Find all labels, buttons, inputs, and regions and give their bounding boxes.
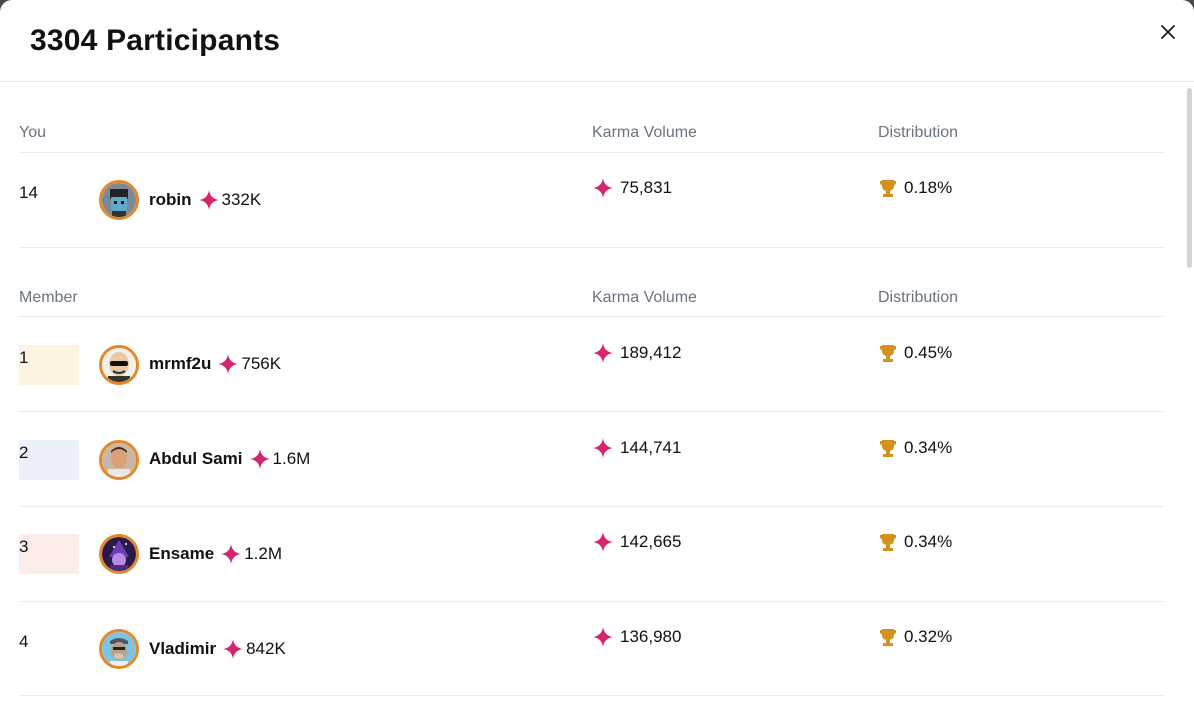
rank: 1 bbox=[19, 345, 79, 385]
karma-volume: 75,831 bbox=[592, 177, 672, 199]
divider bbox=[19, 411, 1164, 412]
robot-avatar-icon bbox=[102, 183, 136, 217]
distribution: 0.34% bbox=[878, 437, 952, 459]
distribution-value: 0.18% bbox=[904, 178, 953, 197]
karma-volume: 136,980 bbox=[592, 626, 681, 648]
col-header-distribution: Distribution bbox=[878, 124, 959, 141]
karma-volume: 189,412 bbox=[592, 342, 681, 364]
karma-icon bbox=[218, 354, 239, 374]
trophy-icon bbox=[880, 345, 896, 362]
karma-icon bbox=[593, 532, 613, 552]
karma-icon bbox=[249, 449, 270, 469]
username-label: mrmf2u bbox=[149, 354, 212, 373]
rank: 3 bbox=[19, 534, 79, 574]
distribution-value: 0.45% bbox=[904, 343, 953, 362]
karma-icon bbox=[593, 178, 613, 198]
username-label: Abdul Sami bbox=[149, 449, 243, 468]
close-icon bbox=[1161, 25, 1175, 39]
karma-badge: 1.6M bbox=[249, 448, 311, 470]
username-label: robin bbox=[149, 190, 192, 209]
karma-icon bbox=[593, 343, 613, 363]
karma-volume: 142,665 bbox=[592, 531, 681, 553]
col-header-karma-volume: Karma Volume bbox=[592, 124, 697, 141]
distribution: 0.45% bbox=[878, 342, 952, 364]
divider bbox=[19, 695, 1164, 696]
distribution: 0.34% bbox=[878, 531, 952, 553]
karma-volume-value: 144,741 bbox=[620, 438, 682, 457]
karma-value: 1.6M bbox=[272, 449, 311, 468]
username: mrmf2u 756K bbox=[149, 353, 281, 375]
distribution-value: 0.34% bbox=[904, 532, 953, 551]
distribution: 0.18% bbox=[878, 177, 952, 199]
scrollbar[interactable] bbox=[1187, 88, 1192, 268]
page-title: 3304 Participants bbox=[30, 24, 281, 57]
avatar bbox=[99, 180, 139, 220]
col-header-karma-volume: Karma Volume bbox=[592, 289, 697, 306]
trophy-icon bbox=[880, 534, 896, 551]
karma-badge: 1.2M bbox=[220, 543, 282, 565]
col-header-you: You bbox=[19, 124, 46, 141]
wizard-avatar-icon bbox=[102, 537, 136, 571]
divider bbox=[19, 316, 1164, 317]
karma-volume-value: 75,831 bbox=[620, 178, 672, 197]
bald-man-avatar-icon bbox=[102, 348, 136, 382]
photo-avatar-icon bbox=[102, 443, 136, 477]
karma-value: 756K bbox=[241, 354, 282, 373]
trophy-icon bbox=[880, 629, 896, 646]
divider bbox=[19, 601, 1164, 602]
karma-icon bbox=[593, 627, 613, 647]
username: robin 332K bbox=[149, 189, 261, 211]
karma-icon bbox=[593, 438, 613, 458]
distribution-value: 0.32% bbox=[904, 627, 953, 646]
karma-icon bbox=[198, 190, 219, 210]
karma-value: 1.2M bbox=[244, 544, 282, 563]
username-label: Vladimir bbox=[149, 639, 217, 658]
trophy-icon bbox=[880, 440, 896, 457]
distribution: 0.32% bbox=[878, 626, 952, 648]
karma-volume-value: 189,412 bbox=[620, 343, 682, 362]
karma-icon bbox=[223, 639, 243, 659]
rank: 2 bbox=[19, 440, 79, 480]
karma-badge: 842K bbox=[222, 638, 286, 660]
karma-value: 842K bbox=[246, 639, 286, 658]
divider bbox=[19, 247, 1164, 248]
karma-value: 332K bbox=[221, 190, 262, 209]
rank: 4 bbox=[19, 632, 29, 651]
modal-header: 3304 Participants bbox=[0, 0, 1194, 82]
username: Ensame 1.2M bbox=[149, 543, 282, 565]
username-label: Ensame bbox=[149, 544, 215, 563]
avatar bbox=[99, 534, 139, 574]
distribution-value: 0.34% bbox=[904, 438, 953, 457]
karma-icon bbox=[221, 544, 242, 564]
karma-volume-value: 142,665 bbox=[620, 532, 682, 551]
avatar bbox=[99, 345, 139, 385]
avatar bbox=[99, 440, 139, 480]
karma-volume-value: 136,980 bbox=[620, 627, 682, 646]
karma-badge: 756K bbox=[217, 353, 281, 375]
ape-avatar-icon bbox=[102, 632, 136, 666]
close-button[interactable] bbox=[1156, 20, 1180, 44]
username: Vladimir 842K bbox=[149, 638, 286, 660]
username: Abdul Sami 1.6M bbox=[149, 448, 310, 470]
col-header-member: Member bbox=[19, 289, 78, 306]
trophy-icon bbox=[880, 180, 896, 197]
karma-badge: 332K bbox=[198, 189, 262, 211]
rank: 14 bbox=[19, 183, 38, 202]
divider bbox=[19, 506, 1164, 507]
karma-volume: 144,741 bbox=[592, 437, 681, 459]
avatar bbox=[99, 629, 139, 669]
col-header-distribution: Distribution bbox=[878, 289, 959, 306]
divider bbox=[19, 152, 1164, 153]
